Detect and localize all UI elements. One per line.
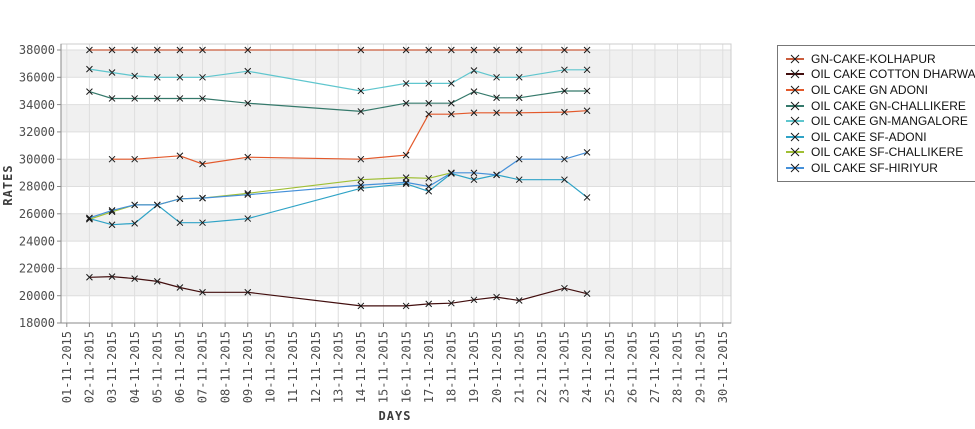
svg-text:22000: 22000 [19,262,55,276]
svg-text:01-11-2015: 01-11-2015 [60,331,74,403]
svg-text:32000: 32000 [19,125,55,139]
legend-item-oil-cake-gn-challikere: OIL CAKE GN-CHALLIKERE [785,98,975,114]
svg-text:24-11-2015: 24-11-2015 [580,331,594,403]
svg-text:15-11-2015: 15-11-2015 [377,331,391,403]
legend-label-oil-cake-sf-challikere: OIL CAKE SF-CHALLIKERE [811,145,964,160]
svg-text:21-11-2015: 21-11-2015 [512,331,526,403]
svg-text:36000: 36000 [19,71,55,85]
series-line-oil-cake-gn-challikere [89,90,588,113]
legend-label-oil-cake-sf-hiriyur: OIL CAKE SF-HIRIYUR [811,160,938,175]
legend-item-oil-cake-sf-adoni: OIL CAKE SF-ADONI [785,129,975,145]
svg-text:19-11-2015: 19-11-2015 [467,331,481,403]
svg-text:38000: 38000 [19,43,55,57]
series-line-oil-cake-cotton-dharwad [89,275,588,307]
svg-text:07-11-2015: 07-11-2015 [196,331,210,403]
series-markers-oil-cake-gn-challikere [86,87,591,115]
series-markers-oil-cake-gn-adoni [108,107,591,168]
legend-marker-oil-cake-sf-adoni [786,132,804,142]
svg-text:34000: 34000 [19,98,55,112]
legend-label-oil-cake-gn-challikere: OIL CAKE GN-CHALLIKERE [811,98,966,113]
svg-text:13-11-2015: 13-11-2015 [331,331,345,403]
legend-marker-oil-cake-sf-hiriyur [786,163,804,173]
legend-label-oil-cake-sf-adoni: OIL CAKE SF-ADONI [811,129,927,144]
svg-text:27-11-2015: 27-11-2015 [648,331,662,403]
legend-label-gn-cake-kolhapur: GN-CAKE-KOLHAPUR [811,51,936,66]
series-markers-oil-cake-sf-hiriyur [86,149,591,222]
series-markers-gn-cake-kolhapur [86,46,591,54]
svg-text:12-11-2015: 12-11-2015 [309,331,323,403]
x-axis-title: DAYS [378,409,412,423]
svg-text:05-11-2015: 05-11-2015 [150,331,164,403]
plot-band [61,159,731,187]
svg-text:20000: 20000 [19,289,55,303]
y-axis-title: RATES [1,164,15,206]
plot-band [61,50,731,78]
legend-marker-oil-cake-sf-challikere [786,148,804,157]
svg-text:30-11-2015: 30-11-2015 [716,331,730,403]
series-markers-oil-cake-gn-mangalore [86,65,591,95]
svg-text:23-11-2015: 23-11-2015 [558,331,572,403]
svg-text:22-11-2015: 22-11-2015 [535,331,549,403]
axis-ticks [57,49,724,327]
svg-text:06-11-2015: 06-11-2015 [173,331,187,403]
svg-text:25-11-2015: 25-11-2015 [603,331,617,403]
y-tick-labels: 38000 36000 34000 32000 30000 28000 26000 24000… [19,43,55,330]
legend-marker-oil-cake-gn-mangalore [786,116,804,126]
legend-item-oil-cake-gn-mangalore: OIL CAKE GN-MANGALORE [785,113,975,129]
svg-text:03-11-2015: 03-11-2015 [105,331,119,403]
plot-band [61,213,731,242]
svg-text:30000: 30000 [19,152,55,166]
svg-text:28000: 28000 [19,180,55,194]
series-line-oil-cake-sf-adoni [89,172,588,226]
legend-marker-oil-cake-cotton-dharwad [786,70,804,79]
chart-legend: GN-CAKE-KOLHAPUR OIL CAKE COTTON DHARWAD O… [777,45,975,182]
legend-item-oil-cake-gn-adoni: OIL CAKE GN ADONI [785,82,975,98]
legend-item-gn-cake-kolhapur: GN-CAKE-KOLHAPUR [785,51,975,67]
series-line-oil-cake-sf-hiriyur [89,151,588,219]
svg-text:26-11-2015: 26-11-2015 [626,331,640,403]
legend-label-oil-cake-gn-adoni: OIL CAKE GN ADONI [811,82,928,97]
x-tick-labels: 01-11-2015 02-11-2015 03-11-2015 04-11-2015… [60,331,730,403]
legend-item-oil-cake-sf-hiriyur: OIL CAKE SF-HIRIYUR [785,160,975,176]
svg-text:14-11-2015: 14-11-2015 [354,331,368,403]
legend-marker-oil-cake-gn-adoni [786,85,804,95]
series-line-oil-cake-gn-adoni [112,110,588,165]
legend-marker-gn-cake-kolhapur [786,54,804,64]
svg-text:20-11-2015: 20-11-2015 [490,331,504,403]
svg-text:18000: 18000 [19,316,55,330]
svg-text:11-11-2015: 11-11-2015 [286,331,300,403]
svg-text:29-11-2015: 29-11-2015 [693,331,707,403]
svg-text:10-11-2015: 10-11-2015 [264,331,278,403]
legend-marker-oil-cake-gn-challikere [786,101,804,110]
legend-label-oil-cake-gn-mangalore: OIL CAKE GN-MANGALORE [811,114,968,129]
plot-band [61,104,731,132]
legend-label-oil-cake-cotton-dharwad: OIL CAKE COTTON DHARWAD [811,67,975,82]
series-line-oil-cake-gn-mangalore [89,68,588,92]
svg-text:02-11-2015: 02-11-2015 [83,331,97,403]
legend-item-oil-cake-sf-challikere: OIL CAKE SF-CHALLIKERE [785,145,975,161]
svg-text:08-11-2015: 08-11-2015 [218,331,232,403]
svg-text:28-11-2015: 28-11-2015 [671,331,685,403]
legend-item-oil-cake-cotton-dharwad: OIL CAKE COTTON DHARWAD [785,67,975,83]
svg-text:24000: 24000 [19,234,55,248]
svg-text:18-11-2015: 18-11-2015 [445,331,459,403]
svg-text:04-11-2015: 04-11-2015 [128,331,142,403]
svg-text:16-11-2015: 16-11-2015 [399,331,413,403]
svg-text:17-11-2015: 17-11-2015 [422,331,436,403]
series-markers-oil-cake-cotton-dharwad [86,273,591,310]
svg-text:09-11-2015: 09-11-2015 [241,331,255,403]
svg-text:26000: 26000 [19,207,55,221]
plot-band [61,268,731,296]
